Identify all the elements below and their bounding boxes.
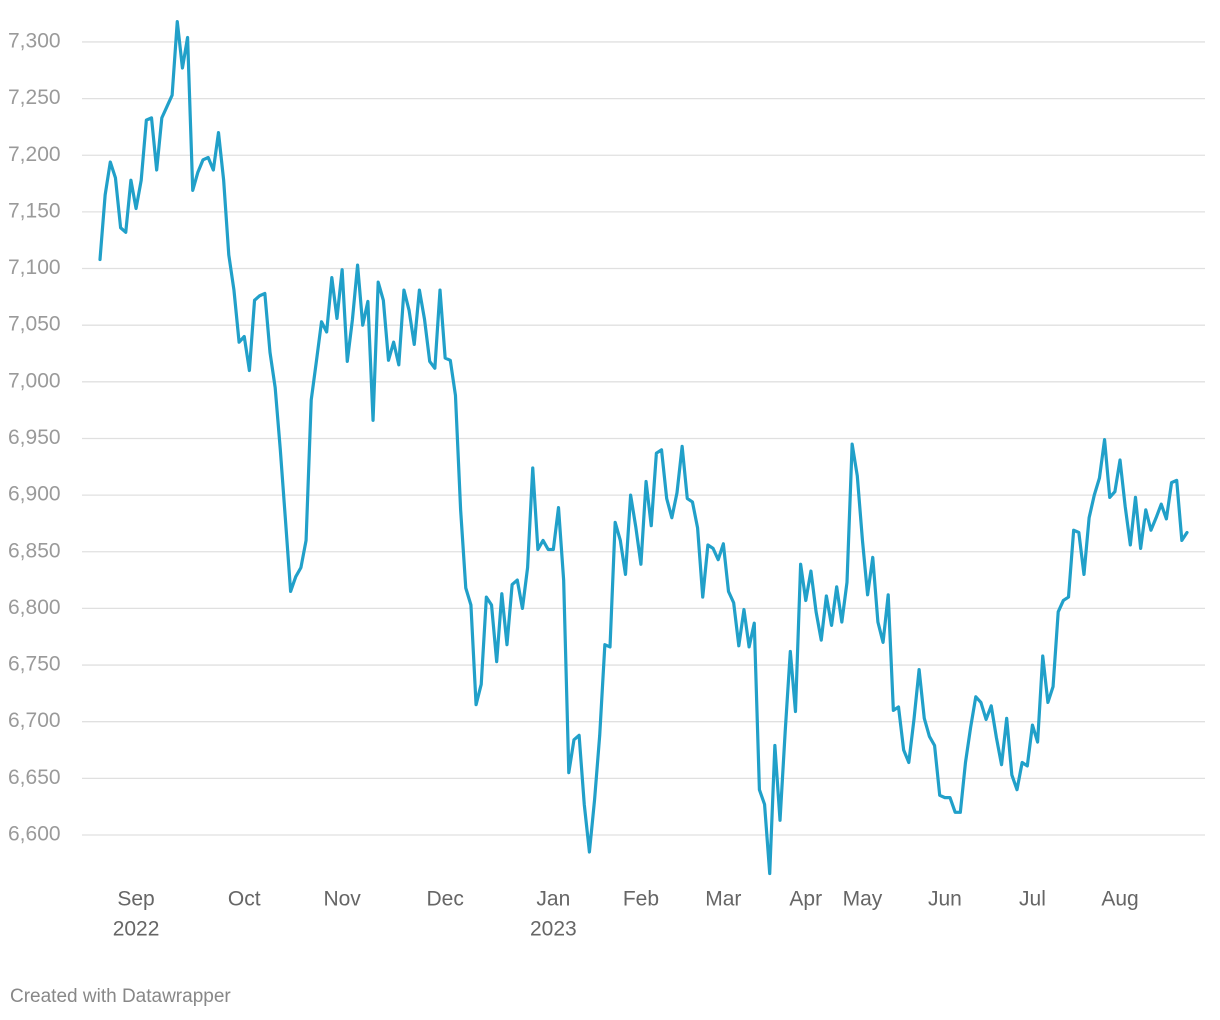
y-tick-label: 7,300 [8, 30, 61, 53]
x-tick-label: 2023 [530, 918, 577, 941]
x-tick-label: Nov [323, 888, 361, 911]
y-tick-label: 6,900 [8, 483, 61, 506]
x-tick-label: Oct [228, 888, 261, 911]
y-tick-label: 6,850 [8, 539, 61, 562]
y-tick-label: 7,250 [8, 86, 61, 109]
y-tick-label: 6,700 [8, 709, 61, 732]
y-tick-label: 6,950 [8, 426, 61, 449]
y-tick-label: 6,600 [8, 823, 61, 846]
x-tick-label: Mar [705, 888, 741, 911]
y-tick-label: 7,050 [8, 313, 61, 336]
y-tick-label: 6,650 [8, 766, 61, 789]
source-note: Created with Datawrapper [10, 986, 231, 1007]
x-tick-label: 2022 [113, 918, 160, 941]
x-tick-label: Apr [789, 888, 822, 911]
x-tick-label: May [843, 888, 883, 911]
x-tick-label: Sep [117, 888, 154, 911]
x-tick-label: Feb [623, 888, 659, 911]
y-tick-label: 7,000 [8, 369, 61, 392]
y-tick-label: 7,150 [8, 199, 61, 222]
x-tick-label: Jul [1019, 888, 1046, 911]
x-tick-label: Dec [426, 888, 463, 911]
x-tick-label: Aug [1101, 888, 1138, 911]
x-tick-label: Jan [536, 888, 570, 911]
y-tick-label: 7,200 [8, 143, 61, 166]
y-tick-label: 7,100 [8, 256, 61, 279]
x-tick-label: Jun [928, 888, 962, 911]
y-tick-label: 6,750 [8, 653, 61, 676]
y-tick-label: 6,800 [8, 596, 61, 619]
data-line [98, 19, 1189, 876]
